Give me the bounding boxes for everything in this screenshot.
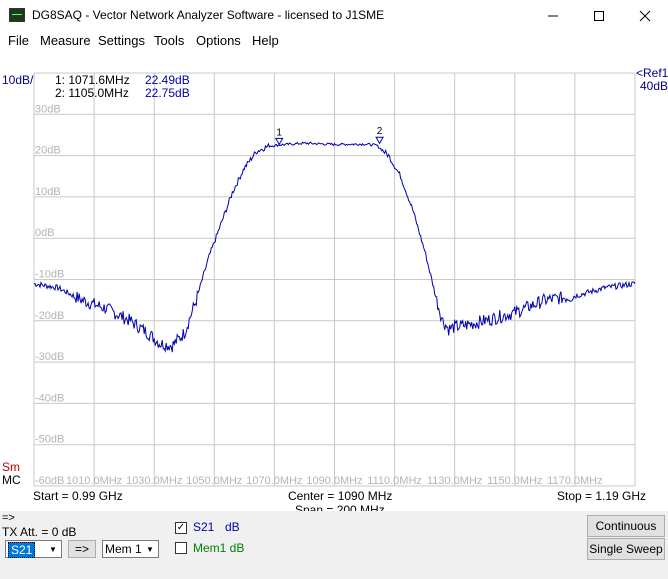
sparam-select[interactable]: S21 ▼ (5, 540, 62, 558)
y-tick-label: -40dB (35, 392, 64, 404)
ref-value: 40dB (640, 79, 668, 93)
marker-2-triangle (375, 136, 384, 145)
mc-label: MC (2, 473, 21, 487)
x-tick-label: 1050.0MHz (186, 475, 242, 487)
start-frequency: Start = 0.99 GHz (33, 489, 123, 503)
x-tick-label: 1130.0MHz (427, 475, 482, 487)
arrow-label: => (2, 512, 15, 524)
maximize-icon (594, 10, 604, 21)
s21-label: S21 (193, 520, 215, 534)
close-icon (639, 10, 651, 21)
marker-2-value: 22.75dB (145, 86, 190, 100)
tx-attenuation: TX Att. = 0 dB (2, 525, 77, 539)
apply-arrow-button[interactable]: => (68, 540, 96, 558)
chevron-down-icon: ▼ (146, 544, 154, 554)
single-sweep-button[interactable]: Single Sweep (587, 538, 665, 560)
x-tick-label: 1090.0MHz (306, 475, 362, 487)
stop-frequency: Stop = 1.19 GHz (557, 489, 647, 503)
maximize-button[interactable] (576, 0, 622, 31)
control-panel (0, 511, 668, 579)
y-tick-label: 30dB (35, 103, 61, 115)
y-tick-label: -50dB (35, 434, 64, 446)
menu-bar: File Measure Settings Tools Options Help (0, 31, 668, 51)
title-bar: DG8SAQ - Vector Network Analyzer Softwar… (0, 0, 668, 31)
s21-plot[interactable]: 30dB 20dB 10dB 0dB -10dB -20dB -30dB -40dB -50dB… (0, 51, 668, 511)
y-tick-label: 0dB (35, 227, 55, 239)
x-tick-label: 1110.0MHz (367, 475, 422, 487)
sparam-select-value: S21 (8, 542, 36, 558)
marker-2-label: 2: 1105.0MHz (55, 86, 129, 100)
scale-label: 10dB/ (2, 73, 34, 87)
memory-select-value: Mem 1 (105, 542, 142, 556)
x-tick-label: 1010.0MHz (66, 475, 122, 487)
marker-1-id: 1 (276, 127, 282, 138)
marker-1-value: 22.49dB (145, 73, 190, 87)
menu-measure[interactable]: Measure (40, 33, 91, 48)
mem1-label: Mem1 dB (193, 541, 245, 555)
minimize-icon (548, 15, 558, 16)
s21-checkbox[interactable]: ✓ (175, 522, 187, 534)
menu-help[interactable]: Help (252, 33, 279, 48)
y-tick-label: -60dB (35, 475, 64, 487)
window-title: DG8SAQ - Vector Network Analyzer Softwar… (32, 8, 385, 22)
memory-select[interactable]: Mem 1 ▼ (102, 540, 159, 558)
x-tick-label: 1030.0MHz (126, 475, 182, 487)
y-tick-label: -10dB (35, 269, 64, 281)
app-icon (9, 8, 25, 22)
minimize-button[interactable] (530, 0, 576, 31)
s21-unit: dB (225, 520, 240, 534)
y-tick-label: 10dB (35, 186, 61, 198)
menu-settings[interactable]: Settings (98, 33, 145, 48)
s21-trace (33, 141, 636, 353)
y-tick-label: -20dB (35, 310, 64, 322)
chevron-down-icon: ▼ (49, 544, 57, 554)
marker-1-label: 1: 1071.6MHz (55, 73, 130, 87)
y-tick-label: -30dB (35, 351, 64, 363)
x-tick-label: 1170.0MHz (547, 475, 602, 487)
menu-tools[interactable]: Tools (154, 33, 185, 48)
mem1-checkbox[interactable] (175, 542, 187, 554)
x-tick-label: 1070.0MHz (246, 475, 302, 487)
continuous-button[interactable]: Continuous (587, 515, 665, 537)
marker-2-id: 2 (377, 126, 383, 137)
y-tick-label: 20dB (35, 145, 61, 157)
menu-options[interactable]: Options (196, 33, 241, 48)
center-frequency: Center = 1090 MHz (288, 489, 393, 503)
menu-file[interactable]: File (8, 33, 29, 48)
marker-1-triangle (274, 137, 284, 146)
ref-label: <Ref1 (636, 66, 668, 80)
x-tick-label: 1150.0MHz (487, 475, 542, 487)
close-button[interactable] (622, 0, 668, 31)
smoothing-label: Sm (2, 460, 20, 474)
